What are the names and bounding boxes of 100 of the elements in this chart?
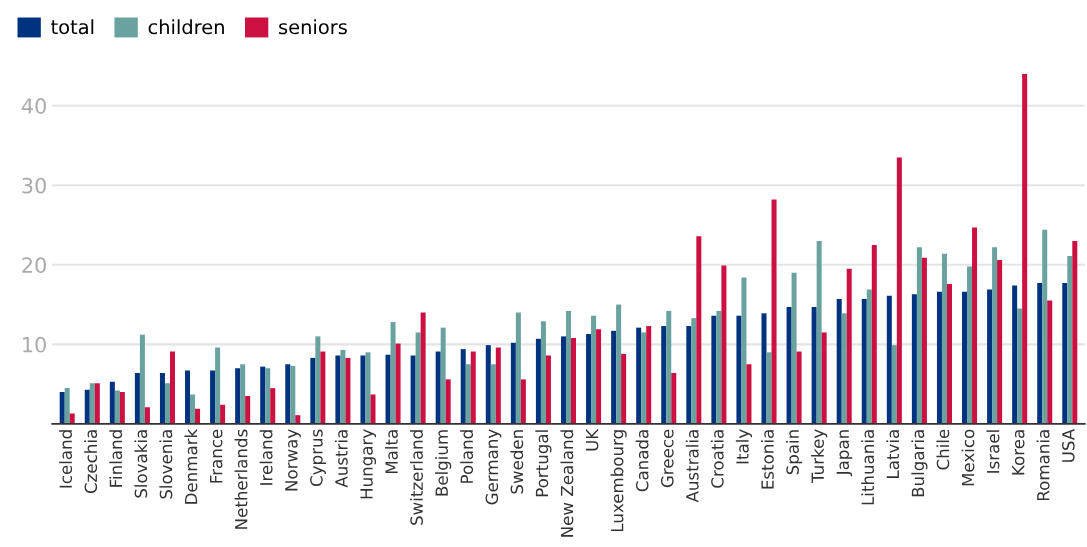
bar [415,332,421,424]
x-tick-label: Austria [334,430,348,488]
legend-label: children [148,19,224,35]
bar [586,334,592,424]
bar [270,388,276,424]
x-tick-label: Malta [384,430,398,474]
bar [571,338,577,424]
y-tick-label: 40 [21,98,46,114]
bar [420,312,426,424]
bar [64,388,70,424]
x-tick-label: Sweden [510,430,524,494]
x-tick-label: Mexico [961,429,975,486]
x-tick-label: Belgium [435,430,452,496]
bar [666,310,672,424]
x-tick-label: Croatia [710,430,724,488]
bar [470,351,476,424]
bar [921,257,927,424]
bar [821,332,827,424]
bar [766,352,772,424]
bar [736,315,742,424]
bar [510,342,516,424]
x-tick-label: Spain [786,430,803,475]
y-tick-label: 30 [22,177,46,194]
x-tick-label: France [210,429,223,483]
bar [916,247,922,424]
bar [295,415,301,424]
bar [365,352,371,424]
bar [315,336,321,424]
bar [94,383,100,424]
x-tick-label: Estonia [760,430,774,489]
bar [641,332,647,424]
bar [621,353,627,424]
bar [646,326,652,424]
bar [791,272,797,424]
bar [871,244,877,424]
x-tick-label: Switzerland [410,430,423,525]
bar [691,318,697,424]
bar [335,355,341,424]
bar [841,313,847,424]
bar [109,381,115,424]
bar [540,321,546,424]
bar [816,240,822,424]
bar [1012,285,1018,424]
bar [385,354,391,424]
x-tick-label: USA [1062,428,1075,462]
bar [460,349,466,424]
bar [941,253,947,424]
bar [260,366,266,424]
bar [661,326,667,424]
bar [836,299,842,424]
bar [215,347,221,424]
bar [616,304,622,424]
bar [786,306,792,424]
bar [1042,229,1048,424]
bar [741,277,747,424]
bar [967,266,973,424]
x-tick-label: Israel [986,430,1000,473]
bar [1062,283,1068,424]
x-tick-label: Canada [635,430,649,492]
bar [395,343,401,424]
bar [771,199,777,424]
x-tick-label: UK [586,428,599,451]
x-tick-label: Cyprus [310,429,326,487]
bar [696,236,702,424]
x-tick-label: Iceland [59,430,73,488]
bar [290,365,296,424]
bar [310,357,316,424]
x-tick-label: Korea [1012,430,1025,475]
bar [495,347,501,424]
bar [144,407,150,424]
bar [671,373,677,424]
bar [390,322,396,424]
bar [987,289,993,424]
x-tick-label: Poland [460,430,474,483]
bar [761,313,767,424]
legend-label: total [51,19,94,35]
x-tick-label: Lithuania [861,430,875,505]
bar [445,379,451,424]
bar [866,289,872,424]
bar [440,327,446,424]
bar [591,315,597,424]
bar [811,306,817,424]
bar [59,392,65,424]
x-tick-label: Ireland [259,430,273,485]
x-tick-label: Finland [109,430,123,487]
bar [220,404,226,424]
bar [410,355,416,424]
bar [746,364,752,424]
bar [515,312,521,424]
x-tick-label: Bulgaria [911,430,928,497]
bar [1017,308,1023,424]
bar [1047,300,1053,424]
bar [235,368,241,424]
bar [245,396,251,424]
bar [210,370,216,424]
x-tick-label: Norway [285,429,301,491]
x-tick-label: Portugal [535,430,552,497]
bar [159,373,165,424]
bar [861,299,867,424]
x-tick-label: Hungary [360,429,377,499]
